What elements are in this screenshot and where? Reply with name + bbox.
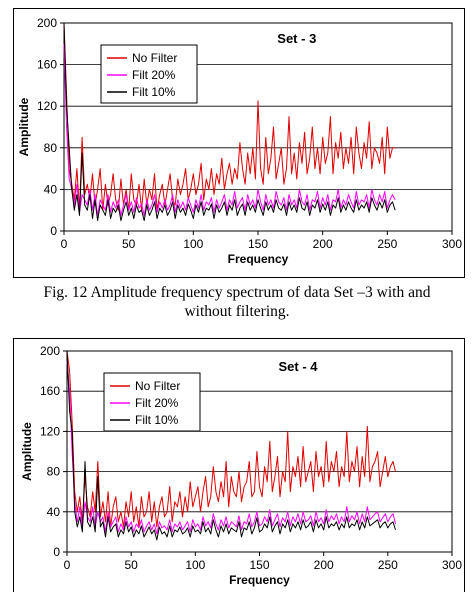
- set3-x-tick-label: 50: [122, 237, 136, 251]
- set3-y-axis-label: Amplitude: [17, 97, 31, 156]
- set3-series-line-0: [63, 22, 396, 211]
- set4-y-tick-label: 120: [40, 424, 60, 438]
- set3-series-line-1: [63, 43, 396, 216]
- set4-series-line-1: [66, 361, 396, 535]
- set3-y-tick-label: 0: [50, 224, 57, 238]
- set4-x-axis-label: Frequency: [229, 573, 290, 587]
- set4-series-line-0: [66, 350, 396, 528]
- set4-legend: [103, 372, 201, 432]
- set4-y-tick-label: 80: [47, 465, 61, 479]
- set4-x-tick-label: 250: [378, 558, 398, 572]
- set4-y-tick-label: 200: [40, 344, 60, 358]
- set4-x-tick-label: 150: [249, 558, 269, 572]
- set3-y-tick-label: 80: [44, 141, 58, 155]
- set4-x-tick-label: 0: [64, 558, 71, 572]
- set3-y-tick-label: 40: [44, 182, 58, 196]
- set4-series-line-2: [66, 350, 396, 541]
- set3-x-tick-label: 200: [313, 237, 333, 251]
- set3-x-tick-label: 0: [61, 237, 68, 251]
- set4-y-tick-label: 40: [47, 505, 61, 519]
- figure-caption: Fig. 12 Amplitude frequency spectrum of …: [0, 283, 474, 321]
- set3-series-line-2: [63, 22, 396, 222]
- set4-x-tick-label: 200: [314, 558, 334, 572]
- chart-set-4-svg: 0 40 80 120 160 200 0 50 100 150 200 250 300 Frequenc…: [20, 344, 462, 587]
- set4-legend-label: Filt 10%: [135, 413, 179, 427]
- set4-x-tick-label: 50: [124, 558, 138, 572]
- set3-legend: [100, 44, 198, 104]
- set3-x-tick-label: 100: [183, 237, 203, 251]
- set4-y-tick-label: 0: [53, 545, 60, 559]
- set3-legend-label: No Filter: [132, 51, 177, 65]
- set4-chart-title: Set - 4: [278, 359, 318, 374]
- chart-set-3: 0 40 80 120 160 200 0 50 100 150 200 250 300 Frequenc…: [13, 8, 465, 278]
- set3-legend-label: Filt 10%: [132, 85, 176, 99]
- set3-x-tick-label: 300: [442, 237, 462, 251]
- set3-chart-title: Set - 3: [277, 31, 316, 46]
- set3-x-axis-label: Frequency: [228, 252, 289, 266]
- set4-y-axis-label: Amplitude: [20, 422, 34, 481]
- set3-x-tick-label: 250: [377, 237, 397, 251]
- chart-set-4: 0 40 80 120 160 200 0 50 100 150 200 250 300 Frequenc…: [13, 338, 465, 592]
- caption-line-1: Fig. 12 Amplitude frequency spectrum of …: [43, 284, 431, 301]
- set4-legend-label: No Filter: [135, 379, 180, 393]
- set3-x-tick-label: 150: [248, 237, 268, 251]
- set3-legend-label: Filt 20%: [132, 68, 176, 82]
- set3-y-tick-label: 160: [37, 58, 57, 72]
- set4-legend-label: Filt 20%: [135, 396, 179, 410]
- set4-y-tick-label: 160: [40, 384, 60, 398]
- set3-y-tick-label: 120: [37, 99, 57, 113]
- set4-x-tick-label: 100: [185, 558, 205, 572]
- set3-y-tick-label: 200: [37, 16, 57, 30]
- set4-x-tick-label: 300: [442, 558, 462, 572]
- caption-line-2: without filtering.: [184, 303, 290, 320]
- chart-set-3-svg: 0 40 80 120 160 200 0 50 100 150 200 250 300 Frequenc…: [17, 16, 462, 266]
